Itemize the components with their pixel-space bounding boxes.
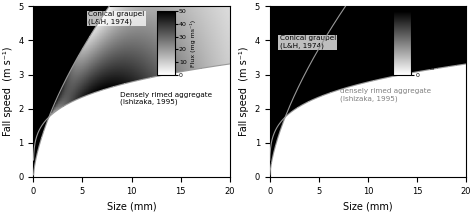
Text: Densely rimed aggregate
(Ishizaka, 1995): Densely rimed aggregate (Ishizaka, 1995) (120, 92, 212, 105)
X-axis label: Size (mm): Size (mm) (343, 201, 392, 211)
Y-axis label: Fall speed  (m s⁻¹): Fall speed (m s⁻¹) (239, 47, 249, 136)
X-axis label: Size (mm): Size (mm) (107, 201, 156, 211)
Y-axis label: Fall speed  (m s⁻¹): Fall speed (m s⁻¹) (3, 47, 13, 136)
Text: (b): (b) (273, 11, 294, 24)
Text: densely rimed aggregate
(Ishizaka, 1995): densely rimed aggregate (Ishizaka, 1995) (340, 88, 431, 102)
Text: Conical graupel
(L&H, 1974): Conical graupel (L&H, 1974) (88, 11, 145, 25)
Text: (a): (a) (37, 11, 58, 24)
Text: Conical graupel
(L&H, 1974): Conical graupel (L&H, 1974) (280, 35, 336, 49)
